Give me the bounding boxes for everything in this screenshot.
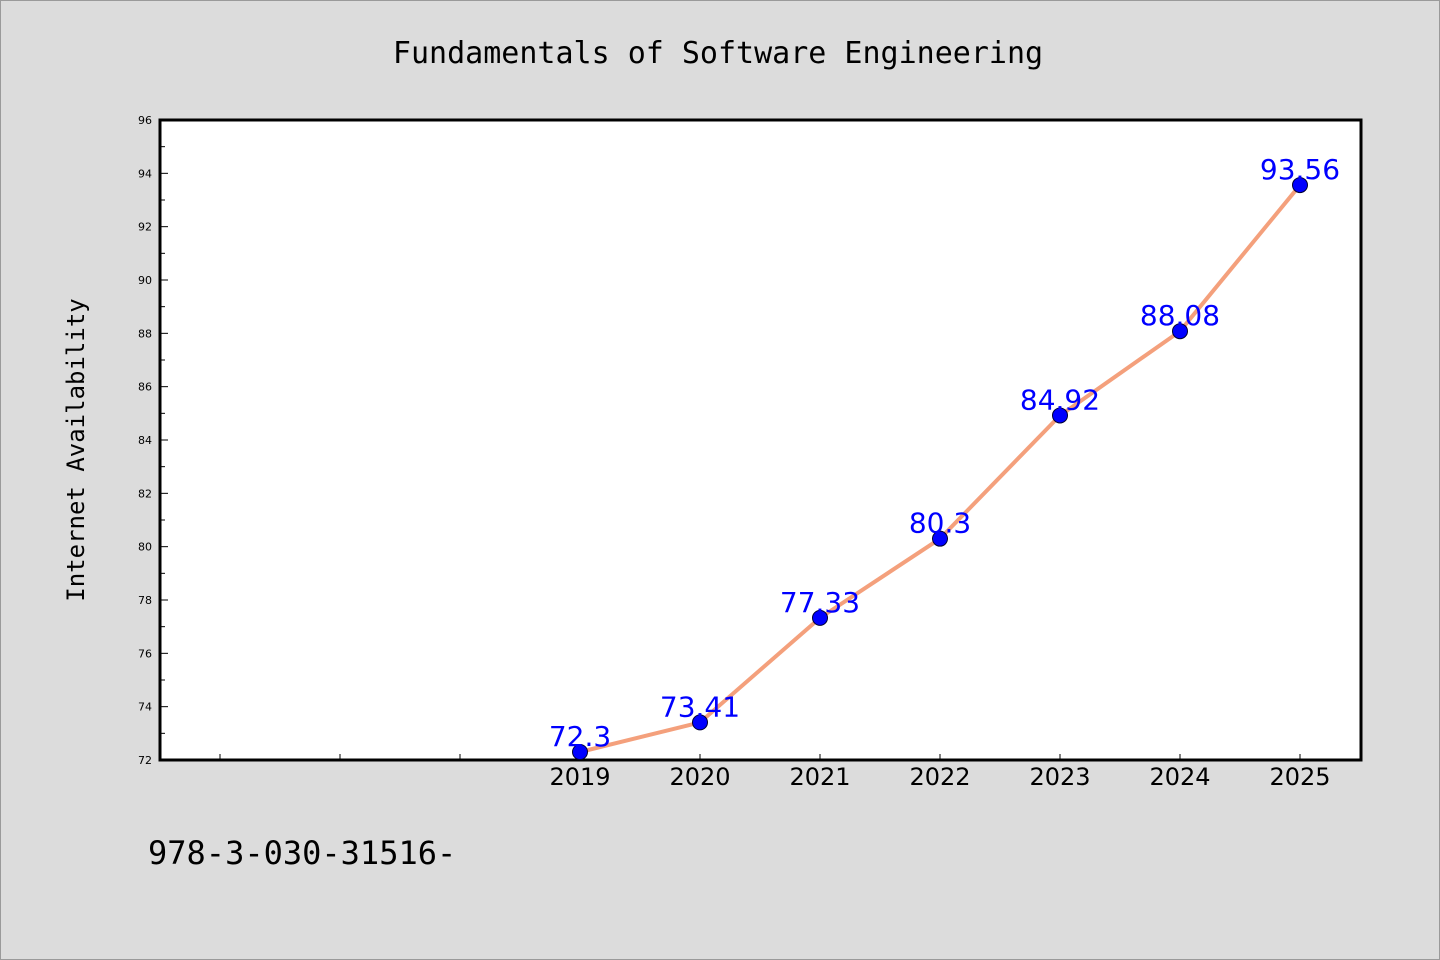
data-point-marker xyxy=(932,530,948,547)
y-tick-label: 94 xyxy=(138,167,152,180)
x-tick-label: 2020 xyxy=(669,763,730,791)
y-tick-label: 74 xyxy=(138,701,152,714)
chart-title: Fundamentals of Software Engineering xyxy=(393,36,1043,71)
footer-text: 978-3-030-31516- xyxy=(148,834,456,872)
y-tick-label: 96 xyxy=(138,114,152,127)
data-label: 93.56 xyxy=(1260,153,1340,186)
data-label: 88.08 xyxy=(1140,299,1220,332)
plot-area xyxy=(158,118,1363,762)
x-tick-label: 2022 xyxy=(909,763,970,791)
x-tick-label: 2019 xyxy=(549,763,610,791)
series-layer xyxy=(572,177,1308,760)
data-label: 80.3 xyxy=(909,507,971,540)
y-tick-label: 90 xyxy=(138,274,152,287)
y-tick-label: 84 xyxy=(138,434,152,447)
data-label: 84.92 xyxy=(1020,383,1100,416)
y-axis-ticks: 72 74 76 78 80 82 84 86 88 90 92 94 96 xyxy=(138,114,168,767)
x-tick-label: 2024 xyxy=(1149,763,1210,791)
y-tick-label: 76 xyxy=(138,647,152,660)
y-tick-label: 82 xyxy=(138,487,152,500)
x-tick-label: 2025 xyxy=(1269,763,1330,791)
x-tick-label: 2023 xyxy=(1029,763,1090,791)
data-point-marker xyxy=(1292,177,1308,194)
data-labels: 72.3 73.41 77.33 80.3 84.92 88.08 93.56 xyxy=(549,153,1340,753)
data-point-marker xyxy=(1172,323,1188,340)
y-tick-label: 78 xyxy=(138,594,152,607)
data-label: 72.3 xyxy=(549,720,611,753)
data-label: 77.33 xyxy=(780,586,860,619)
data-point-marker xyxy=(692,714,708,731)
y-tick-label: 80 xyxy=(138,541,152,554)
y-tick-label: 72 xyxy=(138,754,152,767)
data-point-marker xyxy=(1052,407,1068,424)
y-tick-label: 92 xyxy=(138,221,152,234)
data-label: 73.41 xyxy=(660,690,740,723)
data-point-marker xyxy=(572,744,588,760)
x-tick-label: 2021 xyxy=(789,763,850,791)
x-axis-ticks: 2019 2020 2021 2022 2023 2024 2025 xyxy=(219,754,1331,791)
y-axis-label: Internet Availability xyxy=(62,298,90,601)
y-tick-label: 86 xyxy=(138,381,152,394)
y-tick-label: 88 xyxy=(138,327,152,340)
data-point-marker xyxy=(812,609,828,626)
